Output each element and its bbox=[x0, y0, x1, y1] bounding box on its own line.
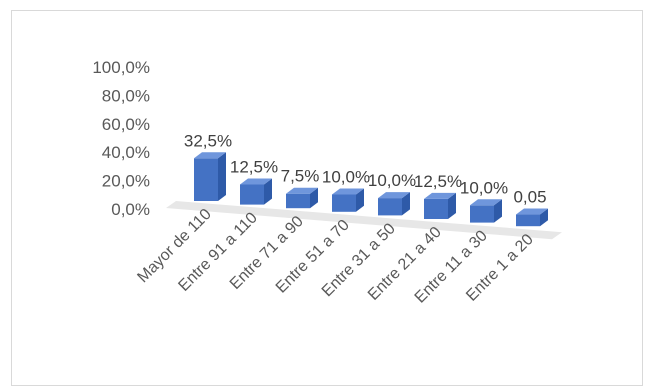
chart-floor bbox=[166, 201, 562, 240]
y-tick-label: 80,0% bbox=[102, 86, 150, 105]
bar-top bbox=[332, 188, 364, 195]
bar bbox=[332, 188, 364, 212]
y-tick-label: 60,0% bbox=[102, 115, 150, 134]
data-label: 10,0% bbox=[368, 171, 416, 190]
bar-front bbox=[332, 194, 356, 212]
data-label: 7,5% bbox=[281, 167, 320, 186]
bar bbox=[516, 208, 548, 227]
y-tick-label: 0,0% bbox=[111, 200, 150, 219]
bar-top bbox=[516, 208, 548, 215]
data-label: 0,05 bbox=[513, 188, 546, 207]
bar bbox=[378, 192, 410, 216]
bar-top bbox=[240, 178, 272, 185]
y-axis-ticks: 0,0% 20,0% 40,0% 60,0% 80,0% 100,0% bbox=[92, 58, 150, 219]
bar-front bbox=[378, 198, 402, 216]
data-label: 10,0% bbox=[322, 168, 370, 187]
data-label: 32,5% bbox=[184, 131, 232, 150]
bar bbox=[286, 187, 318, 209]
data-label: 12,5% bbox=[230, 157, 278, 176]
data-label: 10,0% bbox=[460, 178, 508, 197]
bar-side bbox=[264, 178, 272, 205]
bar bbox=[424, 192, 456, 219]
bar bbox=[240, 178, 272, 205]
bars bbox=[194, 152, 548, 227]
y-tick-label: 100,0% bbox=[92, 58, 150, 77]
bar-front bbox=[240, 184, 264, 205]
bar-chart: 0,0% 20,0% 40,0% 60,0% 80,0% 100,0% 32,5% 12,5… bbox=[92, 58, 562, 307]
bar-side bbox=[448, 192, 456, 219]
bar-top bbox=[194, 152, 226, 159]
y-tick-label: 20,0% bbox=[102, 172, 150, 191]
bar-side bbox=[218, 152, 226, 201]
bar-side bbox=[356, 188, 364, 212]
bar bbox=[194, 152, 226, 201]
bar-front bbox=[194, 158, 218, 201]
data-labels: 32,5%12,5% 7,5% 10,0%10,0%12,5%10,0% 0,05 bbox=[184, 131, 547, 206]
bar-front bbox=[470, 205, 494, 223]
bar-side bbox=[540, 208, 548, 227]
bar-side bbox=[310, 187, 318, 209]
bar-top bbox=[286, 187, 318, 194]
y-tick-label: 40,0% bbox=[102, 143, 150, 162]
floor-plane bbox=[166, 201, 562, 240]
bar-side bbox=[494, 199, 502, 223]
chart-frame: 0,0% 20,0% 40,0% 60,0% 80,0% 100,0% 32,5% 12,5… bbox=[11, 10, 643, 386]
bar-top bbox=[424, 192, 456, 199]
bar-front bbox=[516, 214, 540, 227]
bar bbox=[470, 199, 502, 223]
bar-side bbox=[402, 192, 410, 216]
bar-top bbox=[470, 199, 502, 206]
bar-top bbox=[378, 192, 410, 199]
data-label: 12,5% bbox=[414, 172, 462, 191]
bar-front bbox=[424, 198, 448, 219]
bar-front bbox=[286, 193, 310, 209]
